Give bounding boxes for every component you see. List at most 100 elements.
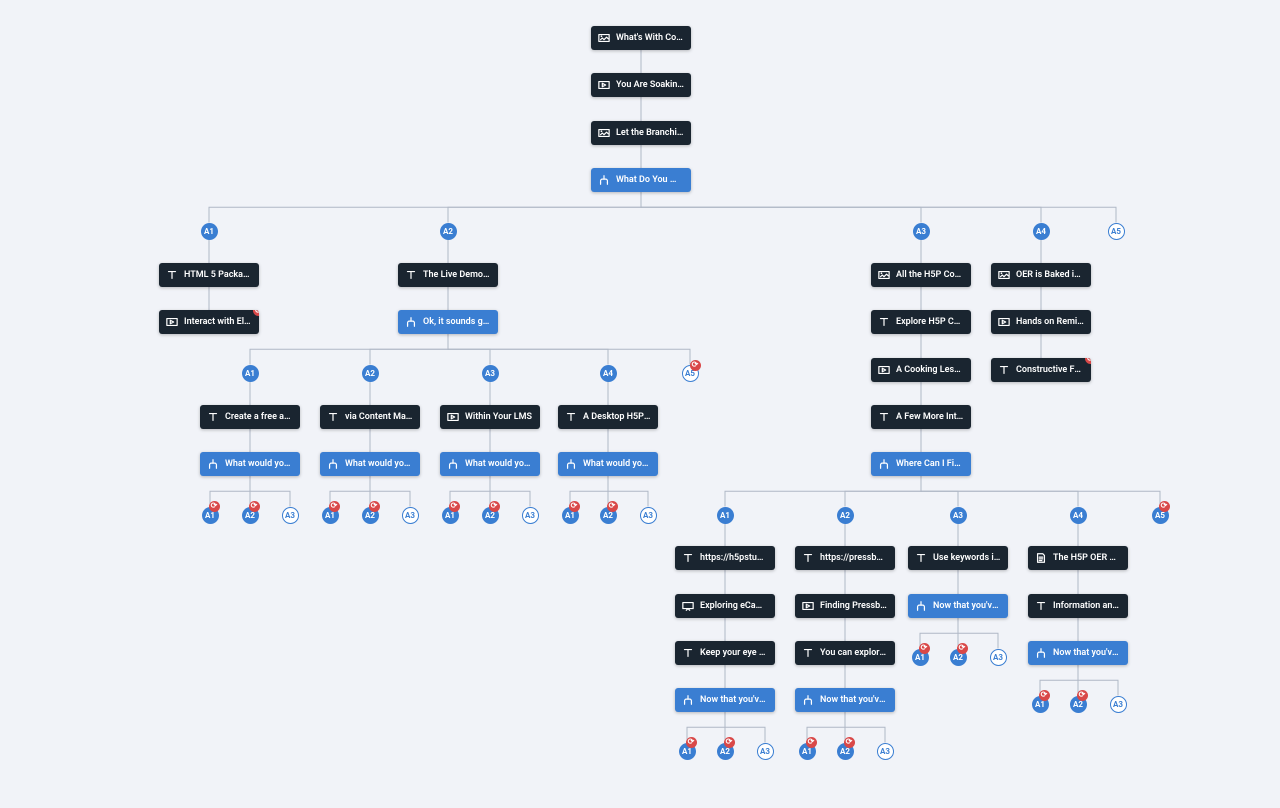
image-icon [998,269,1010,281]
answer-pill[interactable]: A3 [402,507,419,524]
answer-pill[interactable]: A2⟳ [362,507,379,524]
answer-pill[interactable]: A2⟳ [600,507,617,524]
answer-pill[interactable]: A3 [950,507,967,524]
answer-pill[interactable]: A1 [201,223,218,240]
tree-node[interactable]: Now that you've se... [908,594,1008,618]
text-icon [802,647,814,659]
tree-node[interactable]: What would you like... [320,452,420,476]
answer-pill[interactable]: A2 [837,507,854,524]
tree-node[interactable]: A Few More Introdu... [871,405,971,429]
tree-node[interactable]: Exploring eCampus... [675,594,775,618]
tree-node[interactable]: Hands on Remixing... [991,310,1091,334]
answer-pill[interactable]: A1⟳ [912,649,929,666]
answer-pill[interactable]: A1⟳ [442,507,459,524]
video-icon [878,364,890,376]
warning-badge: ⟳ [329,501,340,512]
tree-node[interactable]: A Cooking Lesson [871,358,971,382]
tree-node[interactable]: Now that you've se... [1028,641,1128,665]
node-label: A Few More Introdu... [896,412,964,422]
tree-node[interactable]: Keep your eye on L... [675,641,775,665]
answer-pill[interactable]: A2 [440,223,457,240]
answer-pill[interactable]: A2⟳ [837,743,854,760]
answer-pill[interactable]: A5⟳ [1152,507,1169,524]
node-label: https://h5pstudio.e... [700,553,768,563]
answer-pill[interactable]: A3 [282,507,299,524]
answer-pill[interactable]: A5⟳ [682,365,699,382]
node-label: The H5P OER Hub [1053,553,1121,563]
tree-node[interactable]: Use keywords in Go... [908,546,1008,570]
tree-node[interactable]: What would you like... [440,452,540,476]
answer-pill[interactable]: A4 [1033,223,1050,240]
tree-node[interactable]: OER is Baked into H... [991,263,1091,287]
tree-node[interactable]: Let the Branching B... [591,121,691,145]
node-label: Now that you've se... [820,695,888,705]
node-label: You Are Soaking in It [616,80,684,90]
answer-pill[interactable]: A1⟳ [679,743,696,760]
answer-pill[interactable]: A4 [600,365,617,382]
text-icon [166,269,178,281]
answer-pill[interactable]: A1⟳ [1032,696,1049,713]
text-icon [1035,600,1047,612]
tree-node[interactable]: What would you like... [200,452,300,476]
tree-node[interactable]: Ok, it sounds great, ... [398,310,498,334]
branching-tree-canvas[interactable]: What's With Cookin... You Are Soaking in … [0,0,1280,808]
video-icon [598,79,610,91]
tree-node[interactable]: Where Can I Find C... [871,452,971,476]
tree-node[interactable]: Create a free accou... [200,405,300,429]
node-label: https://pressbooks.... [820,553,888,563]
text-icon [682,552,694,564]
answer-pill[interactable]: A1⟳ [562,507,579,524]
answer-pill[interactable]: A3 [913,223,930,240]
tree-node[interactable]: What's With Cookin... [591,26,691,50]
answer-pill[interactable]: A3 [990,649,1007,666]
tree-node[interactable]: The H5P OER Hub [1028,546,1128,570]
answer-pill[interactable]: A4 [1070,507,1087,524]
answer-pill[interactable]: A3 [640,507,657,524]
answer-pill[interactable]: A3 [522,507,539,524]
answer-pill[interactable]: A3 [482,365,499,382]
answer-pill[interactable]: A2 [362,365,379,382]
tree-node[interactable]: Within Your LMS [440,405,540,429]
answer-pill[interactable]: A5 [1108,223,1125,240]
tree-node[interactable]: You Are Soaking in It [591,73,691,97]
answer-pill[interactable]: A2⟳ [717,743,734,760]
warning-badge: ⟳ [1085,358,1091,364]
tree-node[interactable]: Interact with Eleme...⟳ [159,310,259,334]
warning-badge: ⟳ [1039,690,1050,701]
answer-pill[interactable]: A1⟳ [322,507,339,524]
tree-node[interactable]: Constructive Feedb...⟳ [991,358,1091,382]
answer-pill[interactable]: A2⟳ [482,507,499,524]
tree-node[interactable]: What Do You Want t... [591,168,691,192]
answer-pill[interactable]: A1 [717,507,734,524]
text-icon [565,411,577,423]
answer-pill[interactable]: A1⟳ [799,743,816,760]
tree-node[interactable]: Information and Up... [1028,594,1128,618]
tree-node[interactable]: https://pressbooks.... [795,546,895,570]
tree-node[interactable]: HTML 5 Package O... [159,263,259,287]
tree-node[interactable]: via Content Manag... [320,405,420,429]
tree-node[interactable]: You can explore an... [795,641,895,665]
tree-node[interactable]: The Live Demo? Cre... [398,263,498,287]
answer-pill[interactable]: A1⟳ [202,507,219,524]
tree-node[interactable]: https://h5pstudio.e... [675,546,775,570]
answer-pill[interactable]: A3 [1110,696,1127,713]
tree-node[interactable]: Explore H5P Conte... [871,310,971,334]
warning-badge: ⟳ [209,501,220,512]
tree-node[interactable]: Now that you've se... [675,688,775,712]
answer-pill[interactable]: A2⟳ [950,649,967,666]
answer-pill[interactable]: A3 [877,743,894,760]
node-label: The Live Demo? Cre... [423,270,491,280]
tree-node[interactable]: Finding Pressbooks... [795,594,895,618]
answer-pill[interactable]: A2⟳ [1070,696,1087,713]
answer-pill[interactable]: A1 [242,365,259,382]
node-label: What's With Cookin... [616,33,684,43]
branch-icon [802,694,814,706]
answer-pill[interactable]: A2⟳ [242,507,259,524]
answer-pill[interactable]: A3 [757,743,774,760]
node-label: Exploring eCampus... [700,601,768,611]
tree-node[interactable]: A Desktop H5P Edit... [558,405,658,429]
branch-icon [682,694,694,706]
tree-node[interactable]: Now that you've se... [795,688,895,712]
tree-node[interactable]: What would you like... [558,452,658,476]
tree-node[interactable]: All the H5P Content... [871,263,971,287]
